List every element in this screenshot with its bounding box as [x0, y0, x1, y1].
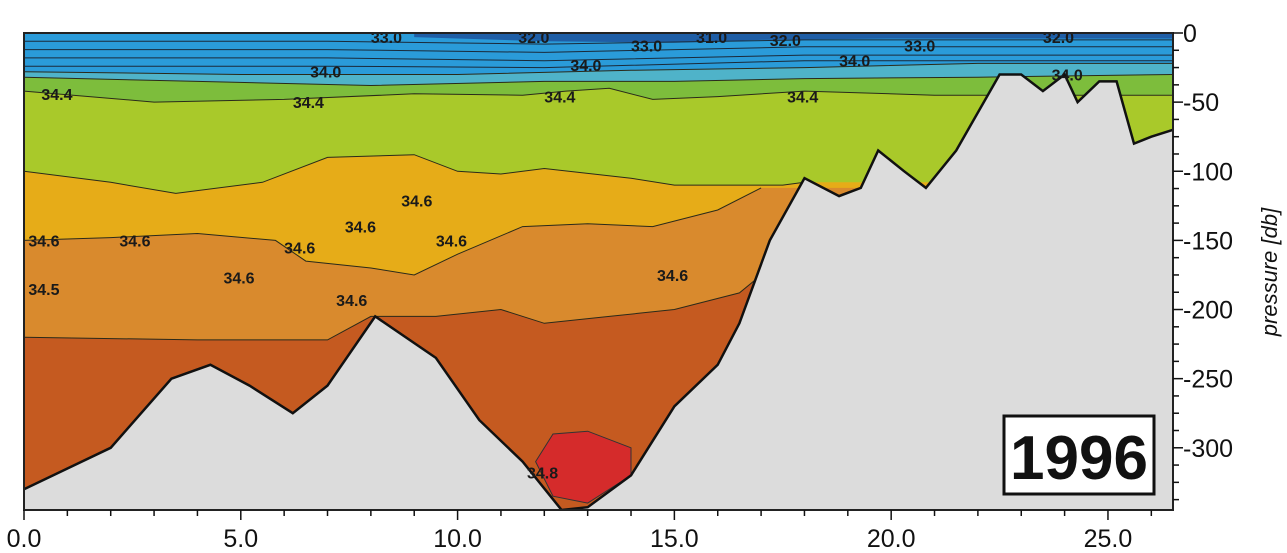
- contour-label: 34.6: [223, 271, 254, 288]
- contour-line-34-5: [24, 154, 805, 194]
- contour-line: [24, 54, 1173, 62]
- contour-label: 34.5: [28, 282, 59, 299]
- contour-label: 34.6: [436, 233, 467, 250]
- y-axis: 0 -50 -100 -150 -200 -250 -300: [1173, 20, 1233, 501]
- contour-labels: 33.0 32.0 33.0 31.0 32.0 33.0 32.0 34.0 34.0 34.0…: [28, 30, 1083, 483]
- x-tick-label: 20.0: [867, 525, 916, 553]
- contour-label: 33.0: [631, 38, 662, 55]
- seafloor-layer: [24, 72, 1173, 510]
- contour-line-34-2: [24, 74, 1173, 87]
- contour-label: 34.6: [119, 233, 150, 250]
- x-tick-label: 5.0: [223, 525, 258, 553]
- y-tick-label: -300: [1183, 435, 1233, 463]
- contour-label: 34.4: [41, 87, 72, 104]
- contour-line: [24, 46, 1173, 53]
- contour-label: 34.6: [336, 293, 367, 310]
- x-tick-label: 15.0: [650, 525, 699, 553]
- x-axis: 0.0 5.0 10.0 15.0 20.0 25.0: [7, 510, 1153, 553]
- y-tick-label: -200: [1183, 297, 1233, 325]
- contour-label: 34.4: [544, 90, 575, 107]
- contour-label: 34.8: [527, 466, 558, 483]
- chart-title-year: 1996: [1010, 424, 1148, 493]
- contour-label: 34.0: [310, 65, 341, 82]
- x-tick-label: 10.0: [433, 525, 482, 553]
- contour-label: 34.6: [657, 268, 688, 285]
- contour-line-34-6: [24, 187, 762, 276]
- contour-label: 34.0: [839, 54, 870, 71]
- x-tick-label: 0.0: [7, 525, 42, 553]
- contour-label: 33.0: [371, 30, 402, 47]
- contour-line-34-7: [24, 267, 771, 341]
- contour-label: 33.0: [904, 38, 935, 55]
- seafloor-fill: [24, 74, 1173, 510]
- contour-label: 34.6: [28, 233, 59, 250]
- contour-label: 32.0: [518, 30, 549, 47]
- y-axis-label: pressure [db]: [1257, 207, 1282, 337]
- contour-label: 34.4: [787, 90, 818, 107]
- contour-label: 34.0: [1052, 67, 1083, 84]
- seafloor-line: [24, 72, 1173, 510]
- y-tick-label: 0: [1183, 20, 1197, 48]
- contour-line: [24, 60, 1173, 69]
- band-34-8: [535, 430, 632, 504]
- contour-label: 32.0: [770, 33, 801, 50]
- plot-frame: [23, 32, 1174, 511]
- contour-line-34-0: [24, 62, 1173, 75]
- contour-label: 34.6: [401, 193, 432, 210]
- contour-line-34-4: [24, 87, 1173, 103]
- year-box: 1996: [1002, 414, 1156, 496]
- y-tick-label: -50: [1183, 89, 1219, 117]
- contour-label: 34.6: [345, 220, 376, 237]
- contour-line: [24, 39, 1173, 45]
- y-tick-label: -150: [1183, 227, 1233, 255]
- band-33: [24, 33, 1173, 58]
- y-tick-label: -250: [1183, 366, 1233, 394]
- contour-label: 34.0: [570, 58, 601, 75]
- contour-label: 34.6: [284, 240, 315, 257]
- y-tick-label: -100: [1183, 158, 1233, 186]
- contour-label: 34.4: [293, 95, 324, 112]
- x-tick-label: 25.0: [1084, 525, 1133, 553]
- band-lt-31: [414, 33, 1173, 43]
- contour-label: 31.0: [696, 30, 727, 47]
- contour-label: 32.0: [1043, 30, 1074, 47]
